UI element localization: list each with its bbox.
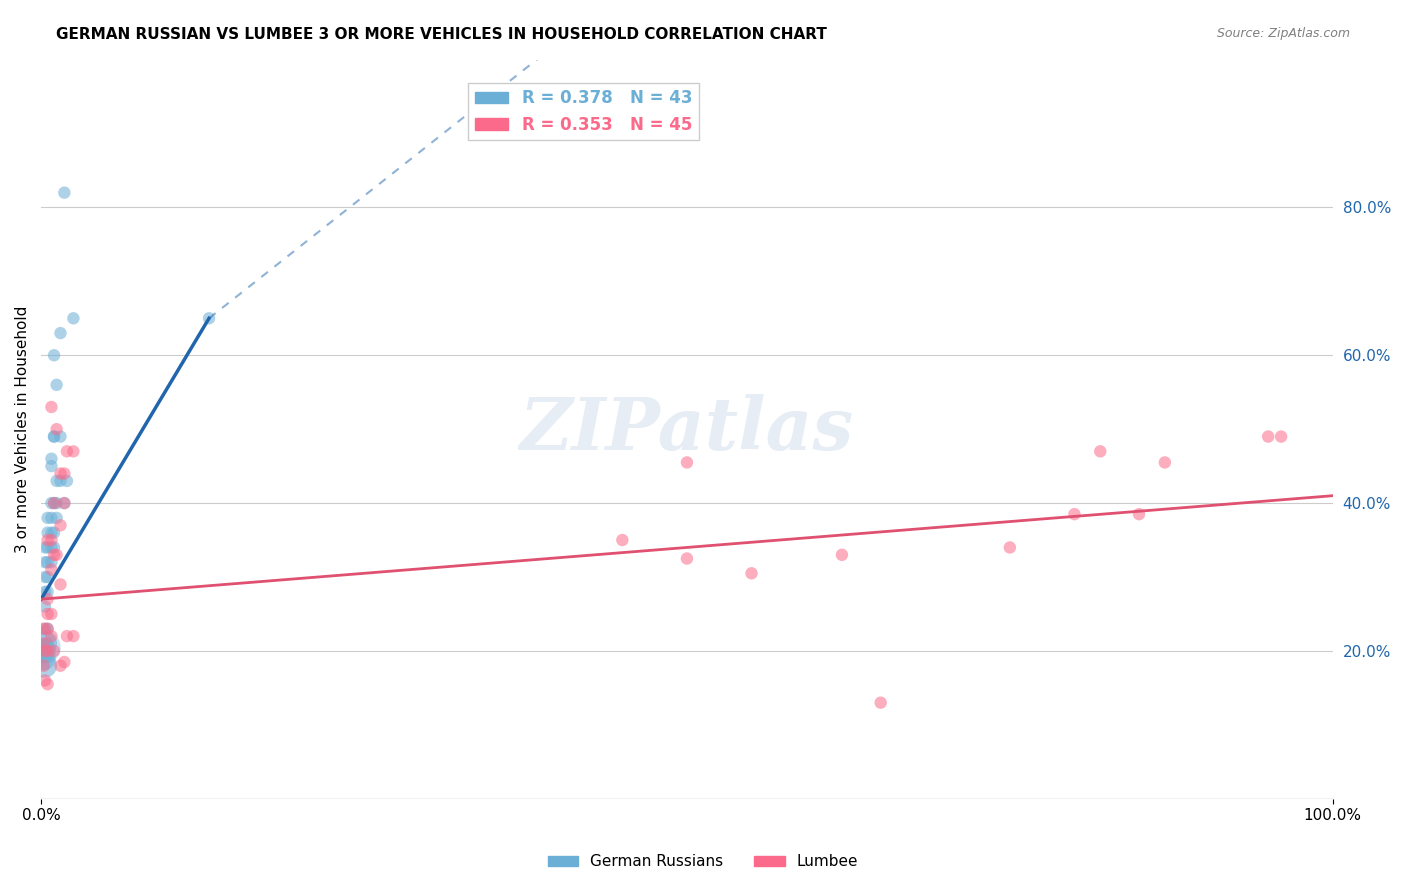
- Point: [56, 629, 79, 643]
- Point: [56, 474, 79, 488]
- Point: [56, 444, 79, 458]
- Point: [37, 525, 59, 540]
- Point: [53, 467, 76, 481]
- Point: [198, 311, 221, 326]
- Point: [37, 607, 59, 621]
- Point: [41, 607, 63, 621]
- Point: [1257, 429, 1279, 443]
- Point: [53, 655, 76, 669]
- Point: [37, 644, 59, 658]
- Point: [32, 636, 55, 650]
- Point: [34, 599, 56, 614]
- Point: [53, 186, 76, 200]
- Point: [45, 548, 67, 562]
- Point: [34, 584, 56, 599]
- Legend: R = 0.378   N = 43, R = 0.353   N = 45: R = 0.378 N = 43, R = 0.353 N = 45: [468, 83, 699, 140]
- Point: [612, 533, 634, 547]
- Point: [1128, 507, 1150, 521]
- Point: [37, 533, 59, 547]
- Point: [41, 563, 63, 577]
- Text: Source: ZipAtlas.com: Source: ZipAtlas.com: [1216, 27, 1350, 40]
- Point: [831, 548, 853, 562]
- Point: [41, 459, 63, 474]
- Point: [49, 429, 72, 443]
- Point: [37, 570, 59, 584]
- Point: [37, 511, 59, 525]
- Point: [37, 541, 59, 555]
- Point: [42, 525, 65, 540]
- Point: [49, 467, 72, 481]
- Point: [37, 555, 59, 569]
- Point: [34, 636, 56, 650]
- Point: [45, 377, 67, 392]
- Point: [37, 584, 59, 599]
- Point: [49, 577, 72, 591]
- Point: [45, 511, 67, 525]
- Text: ZIPatlas: ZIPatlas: [520, 393, 853, 465]
- Point: [42, 429, 65, 443]
- Point: [49, 658, 72, 673]
- Point: [49, 474, 72, 488]
- Point: [41, 451, 63, 466]
- Point: [49, 326, 72, 340]
- Point: [45, 474, 67, 488]
- Point: [62, 629, 84, 643]
- Point: [32, 640, 55, 655]
- Point: [34, 644, 56, 658]
- Legend: German Russians, Lumbee: German Russians, Lumbee: [541, 848, 865, 875]
- Point: [37, 677, 59, 691]
- Point: [37, 636, 59, 650]
- Point: [34, 555, 56, 569]
- Point: [42, 644, 65, 658]
- Point: [53, 496, 76, 510]
- Point: [41, 555, 63, 569]
- Point: [42, 548, 65, 562]
- Point: [34, 673, 56, 688]
- Point: [42, 496, 65, 510]
- Point: [37, 592, 59, 607]
- Point: [676, 455, 699, 469]
- Point: [41, 533, 63, 547]
- Point: [49, 518, 72, 533]
- Y-axis label: 3 or more Vehicles in Household: 3 or more Vehicles in Household: [15, 305, 30, 553]
- Point: [32, 651, 55, 665]
- Point: [42, 541, 65, 555]
- Point: [41, 496, 63, 510]
- Point: [1063, 507, 1085, 521]
- Point: [41, 400, 63, 414]
- Point: [41, 629, 63, 643]
- Point: [62, 444, 84, 458]
- Point: [34, 622, 56, 636]
- Point: [34, 541, 56, 555]
- Point: [34, 658, 56, 673]
- Point: [32, 622, 55, 636]
- Point: [42, 429, 65, 443]
- Point: [45, 422, 67, 436]
- Point: [45, 496, 67, 510]
- Point: [37, 622, 59, 636]
- Point: [42, 348, 65, 362]
- Point: [41, 541, 63, 555]
- Point: [998, 541, 1021, 555]
- Point: [41, 525, 63, 540]
- Point: [1153, 455, 1175, 469]
- Point: [37, 622, 59, 636]
- Point: [741, 566, 763, 581]
- Point: [32, 658, 55, 673]
- Point: [869, 696, 891, 710]
- Point: [34, 570, 56, 584]
- Point: [32, 644, 55, 658]
- Point: [42, 496, 65, 510]
- Point: [53, 496, 76, 510]
- Point: [41, 511, 63, 525]
- Point: [1090, 444, 1112, 458]
- Text: GERMAN RUSSIAN VS LUMBEE 3 OR MORE VEHICLES IN HOUSEHOLD CORRELATION CHART: GERMAN RUSSIAN VS LUMBEE 3 OR MORE VEHIC…: [56, 27, 827, 42]
- Point: [1270, 429, 1292, 443]
- Point: [62, 311, 84, 326]
- Point: [676, 551, 699, 566]
